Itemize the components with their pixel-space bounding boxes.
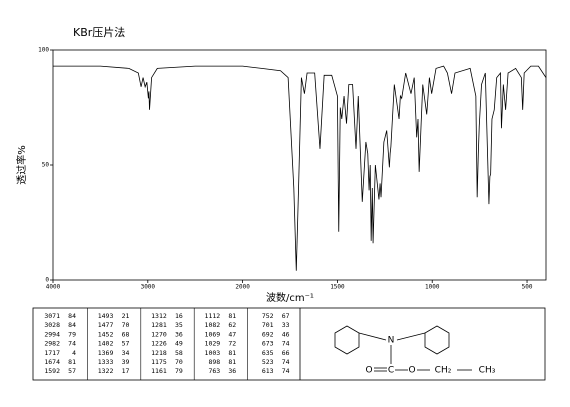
- table-transmittance: 72: [228, 340, 236, 348]
- table-wavenumber: 1218: [151, 349, 167, 357]
- table-wavenumber: 1082: [205, 321, 221, 329]
- table-wavenumber: 1493: [98, 312, 114, 320]
- table-wavenumber: 1674: [44, 358, 60, 366]
- table-transmittance: 74: [282, 340, 290, 348]
- table-transmittance: 46: [282, 330, 290, 338]
- table-transmittance: 70: [175, 358, 183, 366]
- table-wavenumber: 1592: [44, 367, 60, 375]
- x-tick-label: 3000: [141, 284, 156, 291]
- atom-label: N: [388, 336, 395, 346]
- table-transmittance: 74: [282, 367, 290, 375]
- y-tick-label: 50: [42, 162, 50, 169]
- table-wavenumber: 613: [262, 367, 274, 375]
- table-transmittance: 16: [175, 312, 183, 320]
- table-wavenumber: 1069: [205, 330, 221, 338]
- table-wavenumber: 1322: [98, 367, 114, 375]
- table-transmittance: 21: [122, 312, 130, 320]
- table-transmittance: 57: [68, 367, 76, 375]
- y-tick-label: 0: [45, 277, 49, 284]
- structure: [334, 325, 472, 372]
- table-wavenumber: 673: [262, 340, 274, 348]
- table-transmittance: 34: [122, 349, 130, 357]
- table-wavenumber: 523: [262, 358, 274, 366]
- table-transmittance: 74: [68, 340, 76, 348]
- table-transmittance: 81: [228, 349, 236, 357]
- table-wavenumber: 752: [262, 312, 274, 320]
- table-transmittance: 17: [122, 367, 130, 375]
- table-transmittance: 36: [175, 330, 183, 338]
- table-wavenumber: 1717: [44, 349, 60, 357]
- table-transmittance: 79: [175, 367, 183, 375]
- table-transmittance: 39: [122, 358, 130, 366]
- table-transmittance: 4: [72, 349, 76, 357]
- table-wavenumber: 1402: [98, 340, 114, 348]
- table-transmittance: 57: [122, 340, 130, 348]
- table-transmittance: 36: [228, 367, 236, 375]
- atom-label: O: [365, 366, 372, 376]
- table-wavenumber: 2994: [44, 330, 60, 338]
- table-wavenumber: 1312: [151, 312, 167, 320]
- y-axis-label: 透过率%: [15, 145, 28, 185]
- table-transmittance: 62: [228, 321, 236, 329]
- x-tick-label: 2000: [235, 284, 250, 291]
- x-axis-label: 波数/cm⁻¹: [266, 291, 314, 304]
- table-wavenumber: 1161: [151, 367, 167, 375]
- y-tick-label: 100: [38, 47, 49, 54]
- table-transmittance: 58: [175, 349, 183, 357]
- table-transmittance: 84: [68, 321, 76, 329]
- table-transmittance: 84: [68, 312, 76, 320]
- table-wavenumber: 1029: [205, 340, 221, 348]
- table-wavenumber: 1477: [98, 321, 114, 329]
- table-wavenumber: 1281: [151, 321, 167, 329]
- table-transmittance: 33: [282, 321, 290, 329]
- x-tick-label: 1500: [330, 284, 345, 291]
- table-transmittance: 67: [282, 312, 290, 320]
- bond: [358, 332, 387, 341]
- atom-label: C: [388, 366, 394, 376]
- atom-label: CH₃: [479, 366, 496, 376]
- table-wavenumber: 1226: [151, 340, 167, 348]
- phenyl-ring: [424, 325, 450, 355]
- table-transmittance: 68: [122, 330, 130, 338]
- table-wavenumber: 3028: [44, 321, 60, 329]
- table-transmittance: 81: [68, 358, 76, 366]
- table-wavenumber: 1333: [98, 358, 114, 366]
- table-transmittance: 49: [175, 340, 183, 348]
- x-tick-label: 500: [522, 284, 533, 291]
- table-wavenumber: 1452: [98, 330, 114, 338]
- table-wavenumber: 2982: [44, 340, 60, 348]
- table-wavenumber: 1112: [205, 312, 221, 320]
- atom-label: CH₂: [435, 366, 452, 376]
- table-transmittance: 81: [228, 312, 236, 320]
- table-wavenumber: 898: [208, 358, 220, 366]
- table-transmittance: 74: [282, 358, 290, 366]
- table-transmittance: 79: [68, 330, 76, 338]
- spectrum-line: [53, 65, 547, 271]
- table-wavenumber: 1369: [98, 349, 114, 357]
- table-transmittance: 66: [282, 349, 290, 357]
- table-wavenumber: 701: [262, 321, 274, 329]
- phenyl-ring: [334, 325, 360, 355]
- table-wavenumber: 1003: [205, 349, 221, 357]
- table-wavenumber: 1270: [151, 330, 167, 338]
- x-tick-label: 4000: [46, 284, 61, 291]
- table-wavenumber: 635: [262, 349, 274, 357]
- table-wavenumber: 1175: [151, 358, 167, 366]
- table-transmittance: 81: [228, 358, 236, 366]
- atom-label: O: [408, 366, 415, 376]
- table-transmittance: 35: [175, 321, 183, 329]
- bond: [396, 332, 426, 341]
- chart-title: KBr压片法: [73, 25, 125, 39]
- table-transmittance: 47: [228, 330, 236, 338]
- table-wavenumber: 763: [208, 367, 220, 375]
- x-tick-label: 1000: [425, 284, 440, 291]
- table-wavenumber: 3071: [44, 312, 60, 320]
- table-transmittance: 70: [122, 321, 130, 329]
- table-frame: [32, 307, 546, 381]
- table-wavenumber: 692: [262, 330, 274, 338]
